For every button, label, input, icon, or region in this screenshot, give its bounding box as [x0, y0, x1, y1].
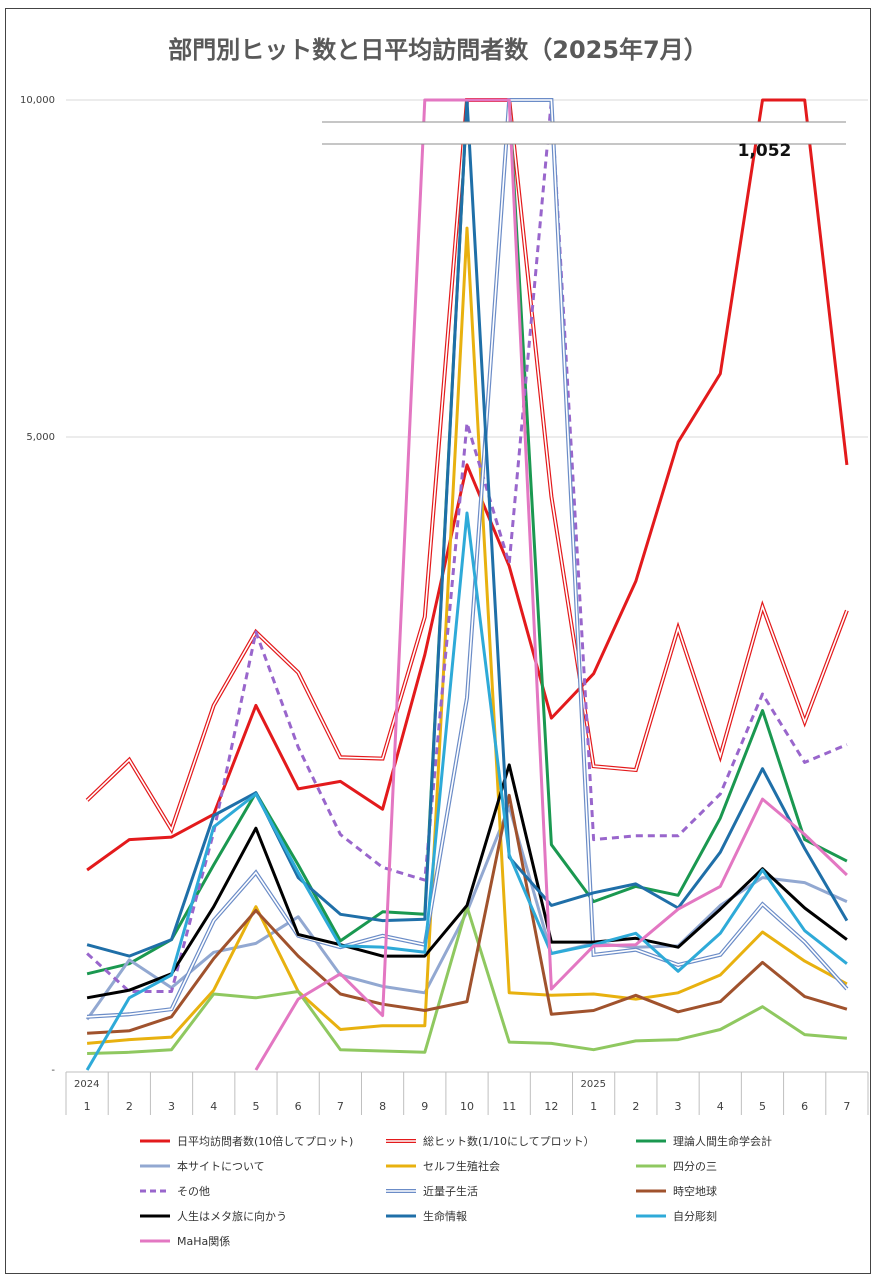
x-tick-label: 3	[168, 1100, 175, 1113]
legend-label: その他	[177, 1185, 210, 1198]
legend-item: セルフ生殖社会	[386, 1159, 500, 1173]
y-tick-label: 5,000	[26, 432, 55, 443]
axis-break-band	[322, 122, 846, 144]
series-line	[85, 511, 848, 1071]
legend-label: 近量子生活	[423, 1184, 478, 1198]
legend-label: 人生はメタ旅に向かう	[177, 1209, 287, 1223]
series-line-path	[86, 226, 848, 1045]
year-label: 2025	[581, 1079, 606, 1090]
annotation: 1,052	[738, 141, 792, 161]
legend-item: 日平均訪問者数(10倍してプロット)	[140, 1134, 353, 1148]
x-tick-label: 7	[843, 1100, 850, 1113]
y-tick-label: -	[51, 1065, 55, 1076]
x-tick-label: 4	[717, 1100, 724, 1113]
legend-label: 自分彫刻	[673, 1209, 717, 1223]
legend-item: 総ヒット数(1/10にしてプロット）	[386, 1134, 595, 1148]
legend-label: 総ヒット数(1/10にしてプロット）	[423, 1134, 595, 1148]
x-tick-label: 10	[460, 1100, 474, 1113]
series-line-path	[87, 793, 848, 1035]
legend-item: 自分彫刻	[636, 1209, 717, 1223]
series-line	[86, 98, 848, 993]
legend-item: 理論人間生命学会計	[636, 1134, 772, 1148]
chart-frame	[5, 8, 871, 1274]
year-label: 2024	[74, 1079, 99, 1090]
series-line-path	[86, 98, 849, 872]
legend-item: 時空地球	[636, 1184, 717, 1198]
legend-label: 四分の三	[673, 1160, 717, 1173]
y-axis-ticks: - 5,000 10,000	[20, 95, 55, 1076]
legend-label: セルフ生殖社会	[423, 1159, 500, 1173]
legend-label: 時空地球	[673, 1184, 717, 1198]
x-tick-label: 9	[421, 1100, 428, 1113]
x-tick-label: 5	[759, 1100, 766, 1113]
series-line	[87, 793, 848, 1035]
x-tick-label: 6	[295, 1100, 302, 1113]
x-tick-label: 12	[544, 1100, 558, 1113]
annotation-label: 1,052	[738, 141, 792, 161]
legend-label: 本サイトについて	[177, 1159, 265, 1173]
series-line-inner	[87, 99, 848, 1018]
series-lines	[85, 98, 849, 1071]
x-tick-label: 6	[801, 1100, 808, 1113]
legend: 日平均訪問者数(10倍してプロット) 総ヒット数(1/10にしてプロット） 理論人間…	[140, 1134, 772, 1248]
legend-label: 日平均訪問者数(10倍してプロット)	[177, 1134, 353, 1148]
legend-label: MaHa関係	[177, 1235, 230, 1248]
y-tick-label: 10,000	[20, 95, 55, 106]
legend-item: MaHa関係	[140, 1235, 230, 1248]
series-line	[86, 98, 849, 872]
legend-item: 近量子生活	[386, 1184, 478, 1198]
legend-item: 本サイトについて	[140, 1159, 265, 1173]
legend-item: 四分の三	[636, 1160, 717, 1173]
series-line-path	[86, 763, 848, 1000]
series-line	[86, 226, 848, 1045]
legend-item: 人生はメタ旅に向かう	[140, 1209, 287, 1223]
x-tick-label: 3	[675, 1100, 682, 1113]
x-tick-label: 11	[502, 1100, 516, 1113]
chart-title: 部門別ヒット数と日平均訪問者数（2025年7月）	[168, 36, 708, 64]
axis-break	[322, 121, 846, 145]
legend-item: 生命情報	[386, 1209, 467, 1223]
legend-label: 生命情報	[423, 1209, 467, 1223]
x-tick-label: 2	[126, 1100, 133, 1113]
legend-label: 理論人間生命学会計	[673, 1134, 772, 1148]
x-tick-label: 2	[632, 1100, 639, 1113]
x-tick-label: 5	[252, 1100, 259, 1113]
series-line-path	[86, 98, 848, 993]
series-line	[86, 98, 849, 1019]
x-tick-label: 1	[590, 1100, 597, 1113]
series-line	[254, 98, 848, 1071]
x-tick-label: 1	[84, 1100, 91, 1113]
x-tick-label: 4	[210, 1100, 217, 1113]
series-line	[86, 763, 848, 1000]
legend-item: その他	[140, 1185, 210, 1198]
x-tick-label: 7	[337, 1100, 344, 1113]
x-tick-label: 8	[379, 1100, 386, 1113]
series-line-path	[254, 98, 848, 1071]
series-line-path	[85, 511, 848, 1071]
